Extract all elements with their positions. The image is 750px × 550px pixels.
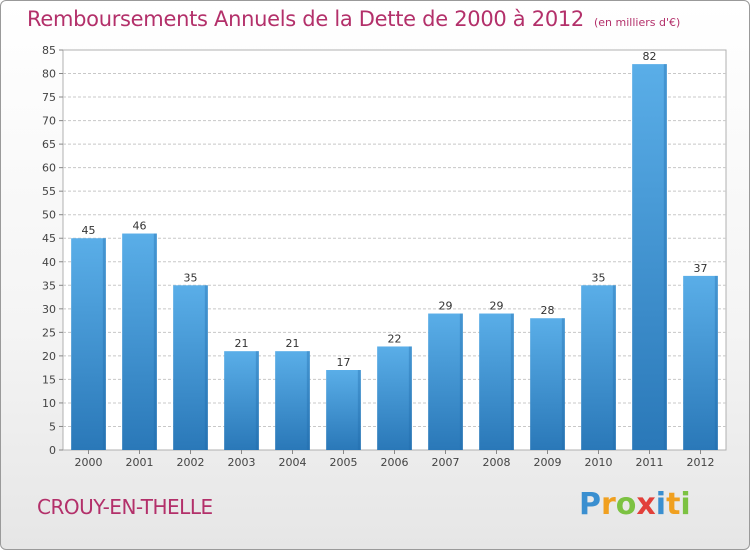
bar bbox=[530, 318, 565, 450]
logo-letter: o bbox=[615, 487, 637, 522]
x-tick-label: 2008 bbox=[483, 456, 511, 469]
bar bbox=[428, 313, 463, 450]
logo-letter: x bbox=[636, 487, 656, 522]
data-label: 21 bbox=[286, 337, 300, 350]
data-label: 29 bbox=[439, 300, 453, 313]
y-tick-label: 55 bbox=[42, 185, 56, 198]
bar bbox=[71, 238, 106, 450]
bar-shade bbox=[102, 238, 106, 450]
logo-letter: P bbox=[579, 487, 601, 522]
logo-letter: i bbox=[680, 487, 691, 522]
x-tick-label: 2004 bbox=[279, 456, 307, 469]
bar bbox=[377, 346, 412, 450]
bar bbox=[224, 351, 259, 450]
title-row: Remboursements Annuels de la Dette de 20… bbox=[27, 7, 680, 31]
bar bbox=[581, 285, 616, 450]
bar bbox=[122, 233, 157, 450]
y-tick-label: 35 bbox=[42, 279, 56, 292]
bar bbox=[479, 313, 514, 450]
x-tick-label: 2003 bbox=[228, 456, 256, 469]
chart-title: Remboursements Annuels de la Dette de 20… bbox=[27, 7, 584, 31]
y-tick-label: 30 bbox=[42, 303, 56, 316]
y-tick-label: 65 bbox=[42, 138, 56, 151]
logo-letter: i bbox=[655, 487, 667, 522]
y-tick-label: 20 bbox=[42, 350, 56, 363]
logo-letter: r bbox=[601, 487, 616, 522]
x-tick-label: 2011 bbox=[636, 456, 664, 469]
y-tick-label: 80 bbox=[42, 68, 56, 81]
bar-shade bbox=[510, 313, 514, 450]
y-tick-label: 0 bbox=[49, 444, 56, 457]
bar bbox=[632, 64, 667, 450]
bar-shade bbox=[255, 351, 259, 450]
y-tick-label: 15 bbox=[42, 373, 56, 386]
town-name: CROUY-EN-THELLE bbox=[37, 495, 213, 519]
y-tick-label: 45 bbox=[42, 232, 56, 245]
bar bbox=[326, 370, 361, 450]
bar-shade bbox=[663, 64, 667, 450]
bar-shade bbox=[714, 275, 718, 450]
data-labels: 45 46 35 21 21 17 22 29 29 28 35 82 37 bbox=[82, 50, 708, 369]
data-label: 17 bbox=[337, 356, 351, 369]
x-tick-label: 2009 bbox=[534, 456, 562, 469]
y-tick-label: 10 bbox=[42, 397, 56, 410]
y-tick-label: 5 bbox=[49, 420, 56, 433]
bar-shade bbox=[612, 285, 616, 450]
x-tick-label: 2007 bbox=[432, 456, 460, 469]
bar-shade bbox=[459, 313, 463, 450]
x-tick-label: 2005 bbox=[330, 456, 358, 469]
x-tick-label: 2001 bbox=[126, 456, 154, 469]
bars bbox=[71, 64, 718, 450]
chart-subtitle: (en milliers d'€) bbox=[594, 16, 681, 29]
data-label: 21 bbox=[235, 337, 249, 350]
x-tick-label: 2000 bbox=[75, 456, 103, 469]
logo-letter: t bbox=[666, 487, 681, 522]
bar bbox=[173, 285, 208, 450]
y-tick-label: 85 bbox=[42, 44, 56, 57]
bar-shade bbox=[204, 285, 208, 450]
x-tick-label: 2002 bbox=[177, 456, 205, 469]
bar-shade bbox=[153, 233, 157, 450]
proxiti-logo[interactable]: Proxiti bbox=[579, 487, 691, 522]
bar-shade bbox=[561, 318, 565, 450]
bar-shade bbox=[408, 346, 412, 450]
bar-shade bbox=[357, 370, 361, 450]
bar-shade bbox=[306, 351, 310, 450]
data-label: 82 bbox=[643, 50, 657, 63]
y-tick-label: 75 bbox=[42, 91, 56, 104]
x-tick-label: 2006 bbox=[381, 456, 409, 469]
y-tick-label: 50 bbox=[42, 209, 56, 222]
data-label: 29 bbox=[490, 300, 504, 313]
data-label: 46 bbox=[133, 220, 147, 233]
x-tick-label: 2012 bbox=[687, 456, 715, 469]
y-axis-ticks: 0 5 10 15 20 25 30 35 40 45 50 55 60 65 70 75 80 85 bbox=[42, 44, 63, 457]
data-label: 22 bbox=[388, 332, 402, 345]
x-axis-ticks: 2000 2001 2002 2003 2004 2005 2006 2007 2008 2009… bbox=[75, 450, 715, 469]
data-label: 35 bbox=[592, 271, 606, 284]
data-label: 28 bbox=[541, 304, 555, 317]
bar bbox=[275, 351, 310, 450]
y-tick-label: 25 bbox=[42, 326, 56, 339]
data-label: 35 bbox=[184, 271, 198, 284]
x-tick-label: 2010 bbox=[585, 456, 613, 469]
y-tick-label: 70 bbox=[42, 115, 56, 128]
y-tick-label: 40 bbox=[42, 256, 56, 269]
data-label: 37 bbox=[694, 262, 708, 275]
bar bbox=[683, 275, 718, 450]
data-label: 45 bbox=[82, 224, 96, 237]
y-tick-label: 60 bbox=[42, 162, 56, 175]
